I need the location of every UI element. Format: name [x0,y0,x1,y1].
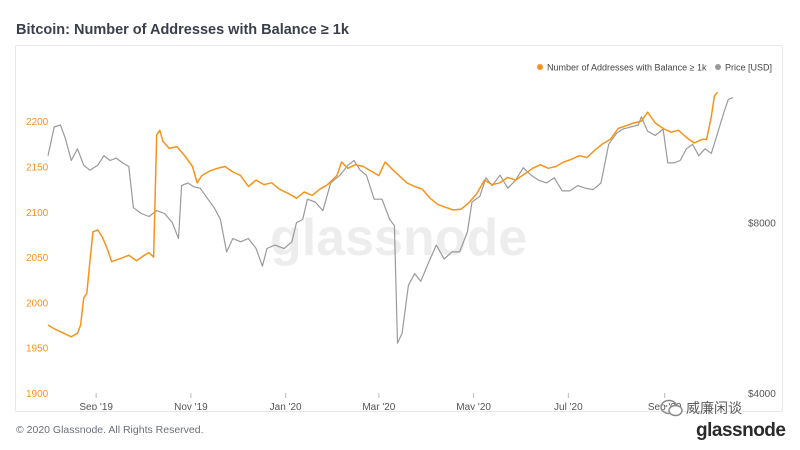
page-title: Bitcoin: Number of Addresses with Balanc… [16,22,349,38]
chart-panel [15,45,783,412]
series-line-addresses [47,91,719,338]
chart: glassnode Number of Addresses with Balan… [26,63,776,411]
legend-swatch-addresses [537,64,543,70]
y-left-tick-label: 2150 [26,163,49,174]
x-tick-label: Mar '20 [362,402,395,410]
x-tick-label: Sep '20 [648,402,682,410]
y-left-tick-label: 2000 [26,298,49,309]
x-tick-label: Jan '20 [270,402,302,410]
x-tick-label: Sep '19 [79,402,113,410]
x-tick-label: May '20 [456,402,491,410]
y-left-tick-label: 2100 [26,208,49,219]
brand-logo: glassnode [696,420,786,441]
legend-label-price: Price [USD] [725,63,772,73]
wechat-icon [660,399,683,417]
axes: 1900 1950 2000 2050 2100 2150 2200 $4000 $8000 Se… [26,117,776,410]
y-left-tick-label: 2200 [26,117,49,128]
y-right-tick-label: $8000 [748,219,776,230]
legend-label-addresses: Number of Addresses with Balance ≥ 1k [547,63,707,73]
y-right-tick-label: $4000 [748,389,776,400]
y-left-tick-label: 2050 [26,253,49,264]
y-left-tick-label: 1900 [26,389,49,400]
x-tick-label: Jul '20 [554,402,583,410]
watermark: glassnode [270,209,527,267]
x-tick-label: Nov '19 [174,402,208,410]
wechat-account-label: 威廉闲谈 [686,401,742,417]
copyright-footer: © 2020 Glassnode. All Rights Reserved. [16,424,204,436]
series-line-price [47,97,734,344]
y-left-tick-label: 1950 [26,344,49,355]
series-layer [47,91,734,344]
legend-swatch-price [715,64,721,70]
legend: Number of Addresses with Balance ≥ 1k Pri… [537,63,772,73]
